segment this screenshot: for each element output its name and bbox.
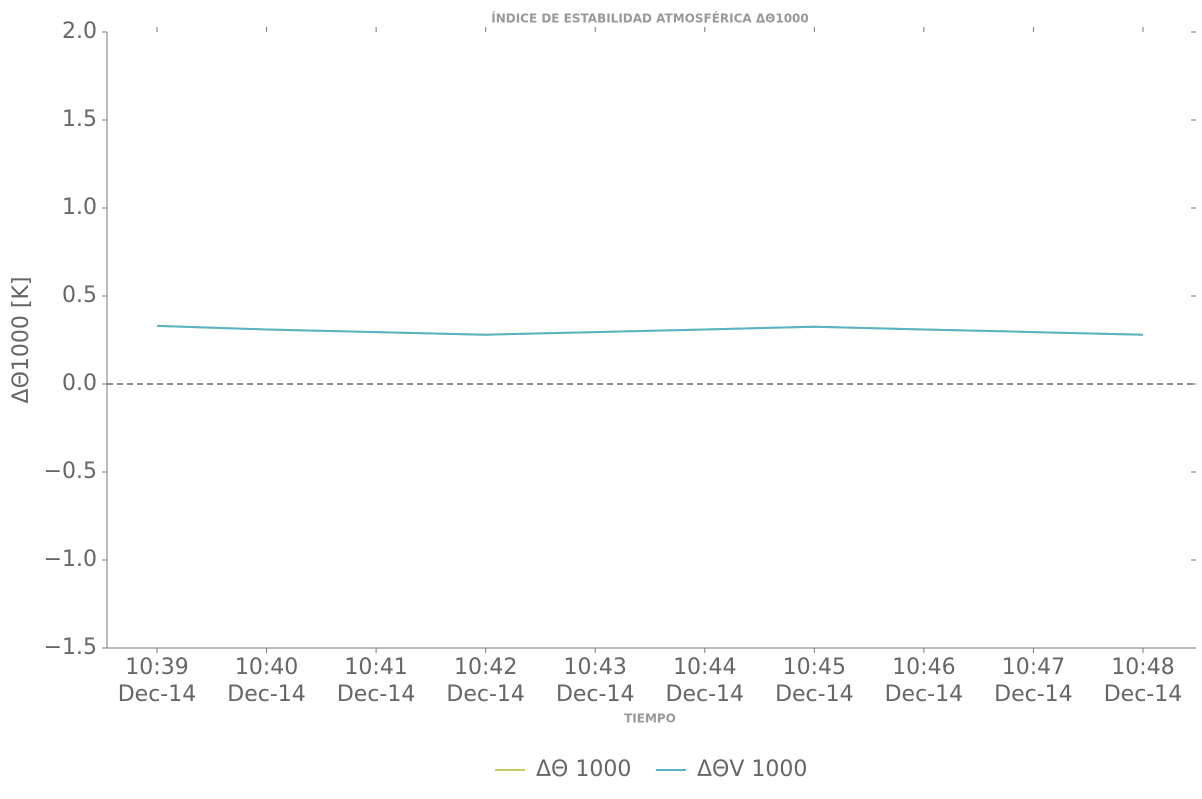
- y-tick-label: 1.0: [62, 195, 97, 220]
- x-tick-label: 10:43 Dec-14: [555, 655, 635, 707]
- x-tick-label: 10:40 Dec-14: [227, 655, 306, 707]
- y-tick-label: 1.5: [62, 107, 97, 132]
- line-series: [156, 324, 1144, 336]
- x-tick-label: 10:44 Dec-14: [665, 655, 745, 707]
- y-tick-label: 0.0: [62, 371, 97, 396]
- x-tick-label: 10:48 Dec-14: [1103, 655, 1183, 707]
- y-tick-label: −1.0: [44, 547, 97, 572]
- x-tick-label: 10:42 Dec-14: [446, 655, 525, 707]
- x-tick-label: 10:41 Dec-14: [336, 655, 416, 707]
- chart-title: ÍNDICE DE ESTABILIDAD ATMOSFÉRICA ΔΘ1000: [491, 11, 809, 26]
- y-tick-label: 0.5: [62, 283, 97, 308]
- x-axis-label: TIEMPO: [624, 712, 676, 726]
- x-tick-label: 10:45 Dec-14: [775, 655, 854, 707]
- y-axis-label: ΔΘ1000 [K]: [9, 277, 34, 404]
- y-tick-label: −0.5: [44, 459, 97, 484]
- x-tick-label: 10:47 Dec-14: [994, 655, 1073, 707]
- legend-label: ΔΘ 1000: [536, 757, 631, 782]
- y-tick-label: 2.0: [62, 19, 97, 44]
- x-tick-label: 10:46 Dec-14: [884, 655, 964, 707]
- x-tick-label: 10:39 Dec-14: [117, 655, 197, 707]
- legend-label: ΔΘV 1000: [697, 757, 807, 782]
- y-tick-label: −1.5: [44, 635, 97, 660]
